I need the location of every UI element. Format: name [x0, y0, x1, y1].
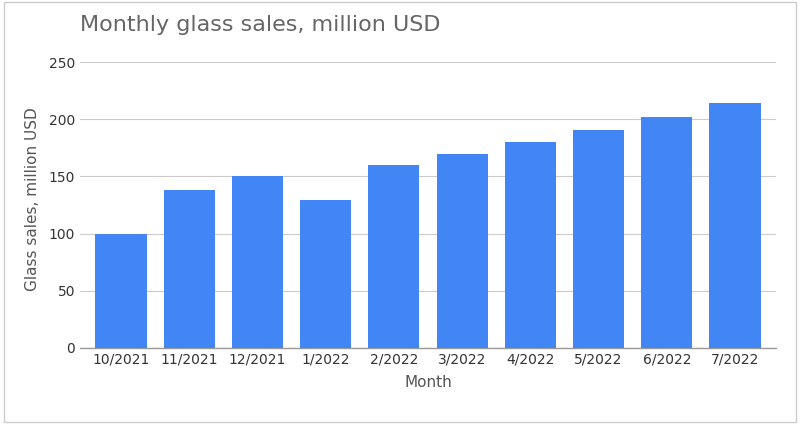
Bar — [163, 190, 214, 348]
Bar — [300, 201, 351, 348]
Bar — [573, 130, 624, 348]
Bar — [642, 117, 693, 348]
Bar — [232, 176, 283, 348]
Bar — [368, 165, 419, 348]
Bar — [505, 142, 556, 348]
Bar — [437, 153, 488, 348]
Y-axis label: Glass sales, million USD: Glass sales, million USD — [26, 107, 41, 291]
Text: Monthly glass sales, million USD: Monthly glass sales, million USD — [80, 15, 441, 36]
Bar — [95, 234, 146, 348]
Bar — [710, 103, 761, 348]
X-axis label: Month: Month — [404, 375, 452, 390]
